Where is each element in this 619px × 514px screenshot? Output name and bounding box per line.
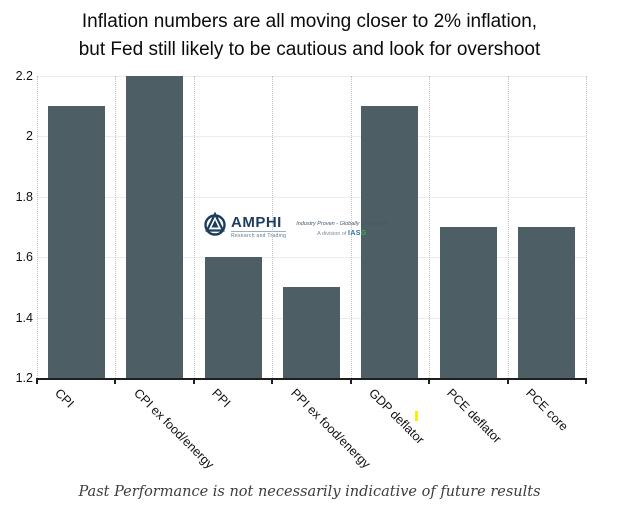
chart-title: Inflation numbers are all moving closer …	[0, 8, 619, 64]
x-tick-label: PCE deflator	[444, 386, 505, 447]
iasg-logo-text-green: G	[360, 230, 367, 237]
x-axis-line	[36, 378, 587, 380]
y-tick-label: 1.2	[15, 371, 33, 385]
watermark: AMPHI Research and Trading Industry Prov…	[202, 211, 388, 242]
horizontal-gridline	[37, 136, 586, 138]
x-axis-tick	[428, 380, 431, 384]
vertical-gridline	[37, 76, 38, 378]
x-axis-tick	[349, 380, 352, 384]
vertical-gridline	[193, 76, 195, 378]
x-axis-tick	[506, 380, 509, 384]
horizontal-gridline	[37, 257, 586, 259]
division-prefix: A division of	[317, 231, 348, 237]
x-tick-label: CPI	[52, 386, 77, 411]
y-tick-label: 2.2	[15, 69, 33, 83]
y-tick-label: 1.4	[15, 310, 33, 325]
bar-cpi	[47, 106, 105, 378]
x-axis-tick	[114, 380, 117, 384]
x-tick-label: PPI	[209, 386, 234, 411]
horizontal-gridline	[37, 196, 586, 198]
iasg-division-block: Industry Proven - Globally Connected A d…	[296, 221, 387, 237]
amphi-logo: AMPHI Research and Trading	[202, 211, 287, 242]
iasg-tagline: Industry Proven - Globally Connected	[296, 221, 388, 227]
x-tick-label: CPI ex food/energy	[130, 386, 217, 472]
plot-area	[37, 76, 587, 378]
vertical-gridline	[272, 76, 274, 378]
x-axis-tick	[585, 380, 587, 384]
y-tick-label: 1.8	[15, 189, 33, 204]
bar-ppi	[204, 257, 262, 378]
iasg-division-line: A division of IASG	[317, 230, 367, 237]
x-tick-label: PPI ex food/energy	[287, 386, 373, 472]
amphi-brand-name: AMPHI	[231, 213, 282, 231]
x-tick-label: PCE core	[522, 386, 571, 434]
vertical-gridline	[350, 76, 352, 378]
horizontal-gridline	[37, 76, 586, 77]
vertical-gridline	[586, 76, 587, 378]
bar-ppi-ex-food-energy	[283, 287, 340, 378]
amphi-brand-subtitle: Research and Trading	[231, 230, 287, 239]
vertical-gridline	[115, 76, 117, 378]
bar-pce-core	[518, 227, 576, 378]
chart-title-line1: Inflation numbers are all moving closer …	[81, 11, 538, 32]
bar-cpi-ex-food-energy	[126, 76, 184, 378]
y-tick-label: 2	[26, 129, 33, 144]
vertical-gridline	[429, 76, 431, 378]
amphi-triangle-circle-icon	[202, 211, 228, 242]
yellow-highlight-artifact	[415, 411, 418, 421]
x-axis-tick	[271, 380, 274, 384]
x-axis-tick	[192, 380, 195, 384]
disclaimer-text: Past Performance is not necessarily indi…	[78, 484, 541, 500]
vertical-gridline	[507, 76, 509, 378]
y-tick-label: 1.6	[15, 250, 33, 265]
x-axis-tick	[36, 380, 38, 384]
chart-title-line2: but Fed still likely to be cautious and …	[78, 39, 541, 60]
bar-pce-deflator	[439, 227, 497, 378]
iasg-logo-text-blue: IAS	[347, 230, 361, 237]
bar-gdp-deflator	[361, 106, 419, 378]
